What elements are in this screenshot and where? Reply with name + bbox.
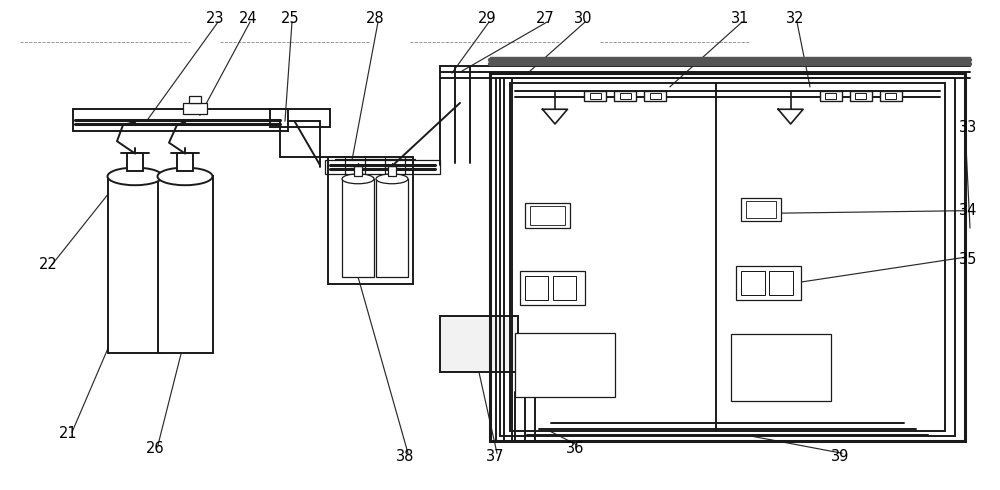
Bar xyxy=(553,275,576,300)
Ellipse shape xyxy=(108,168,162,185)
Bar xyxy=(270,109,330,127)
Bar xyxy=(525,203,570,228)
Bar xyxy=(850,91,872,101)
Bar xyxy=(741,271,765,294)
Text: 25: 25 xyxy=(281,11,299,26)
Bar xyxy=(108,176,162,353)
Bar xyxy=(820,91,842,101)
Bar xyxy=(183,103,207,114)
Bar xyxy=(741,198,781,220)
Bar xyxy=(731,334,831,401)
Text: 29: 29 xyxy=(478,11,496,26)
Bar xyxy=(825,93,836,99)
Bar xyxy=(376,179,408,277)
Bar xyxy=(590,93,600,99)
Bar xyxy=(880,91,902,101)
Bar xyxy=(177,153,193,171)
Bar xyxy=(650,93,661,99)
Text: 34: 34 xyxy=(959,203,977,218)
Ellipse shape xyxy=(376,174,408,184)
Bar xyxy=(127,153,143,171)
Bar xyxy=(189,96,201,103)
Bar xyxy=(885,93,896,99)
Bar xyxy=(746,201,776,218)
Bar xyxy=(440,316,518,372)
Bar xyxy=(736,266,801,299)
Bar xyxy=(490,74,965,441)
Text: 36: 36 xyxy=(566,441,584,456)
Text: 39: 39 xyxy=(831,449,849,464)
Bar xyxy=(510,83,945,431)
Bar xyxy=(73,109,288,131)
Bar xyxy=(525,275,548,300)
Bar xyxy=(614,91,636,101)
Bar xyxy=(500,78,955,436)
Text: 27: 27 xyxy=(536,11,554,26)
Text: 23: 23 xyxy=(206,11,224,26)
Bar xyxy=(620,93,631,99)
Bar xyxy=(515,333,615,397)
Text: 32: 32 xyxy=(786,11,804,26)
Bar xyxy=(530,206,565,225)
Text: 35: 35 xyxy=(959,252,977,267)
Bar xyxy=(328,157,413,284)
Bar xyxy=(354,166,362,176)
Text: 24: 24 xyxy=(239,11,257,26)
Bar xyxy=(855,93,866,99)
Text: 37: 37 xyxy=(486,449,504,464)
Text: 38: 38 xyxy=(396,449,414,464)
Bar xyxy=(644,91,666,101)
Text: 33: 33 xyxy=(959,120,977,135)
Text: 28: 28 xyxy=(366,11,384,26)
Ellipse shape xyxy=(158,168,212,185)
Bar xyxy=(769,271,793,294)
Bar xyxy=(325,160,440,174)
Text: 31: 31 xyxy=(731,11,749,26)
Bar xyxy=(584,91,606,101)
Text: 26: 26 xyxy=(146,441,164,456)
Text: 22: 22 xyxy=(39,257,57,272)
Bar xyxy=(520,270,585,305)
Text: 21: 21 xyxy=(59,426,77,441)
Ellipse shape xyxy=(342,174,374,184)
Bar xyxy=(388,166,396,176)
Bar xyxy=(342,179,374,277)
Bar xyxy=(158,176,212,353)
Text: 30: 30 xyxy=(574,11,592,26)
